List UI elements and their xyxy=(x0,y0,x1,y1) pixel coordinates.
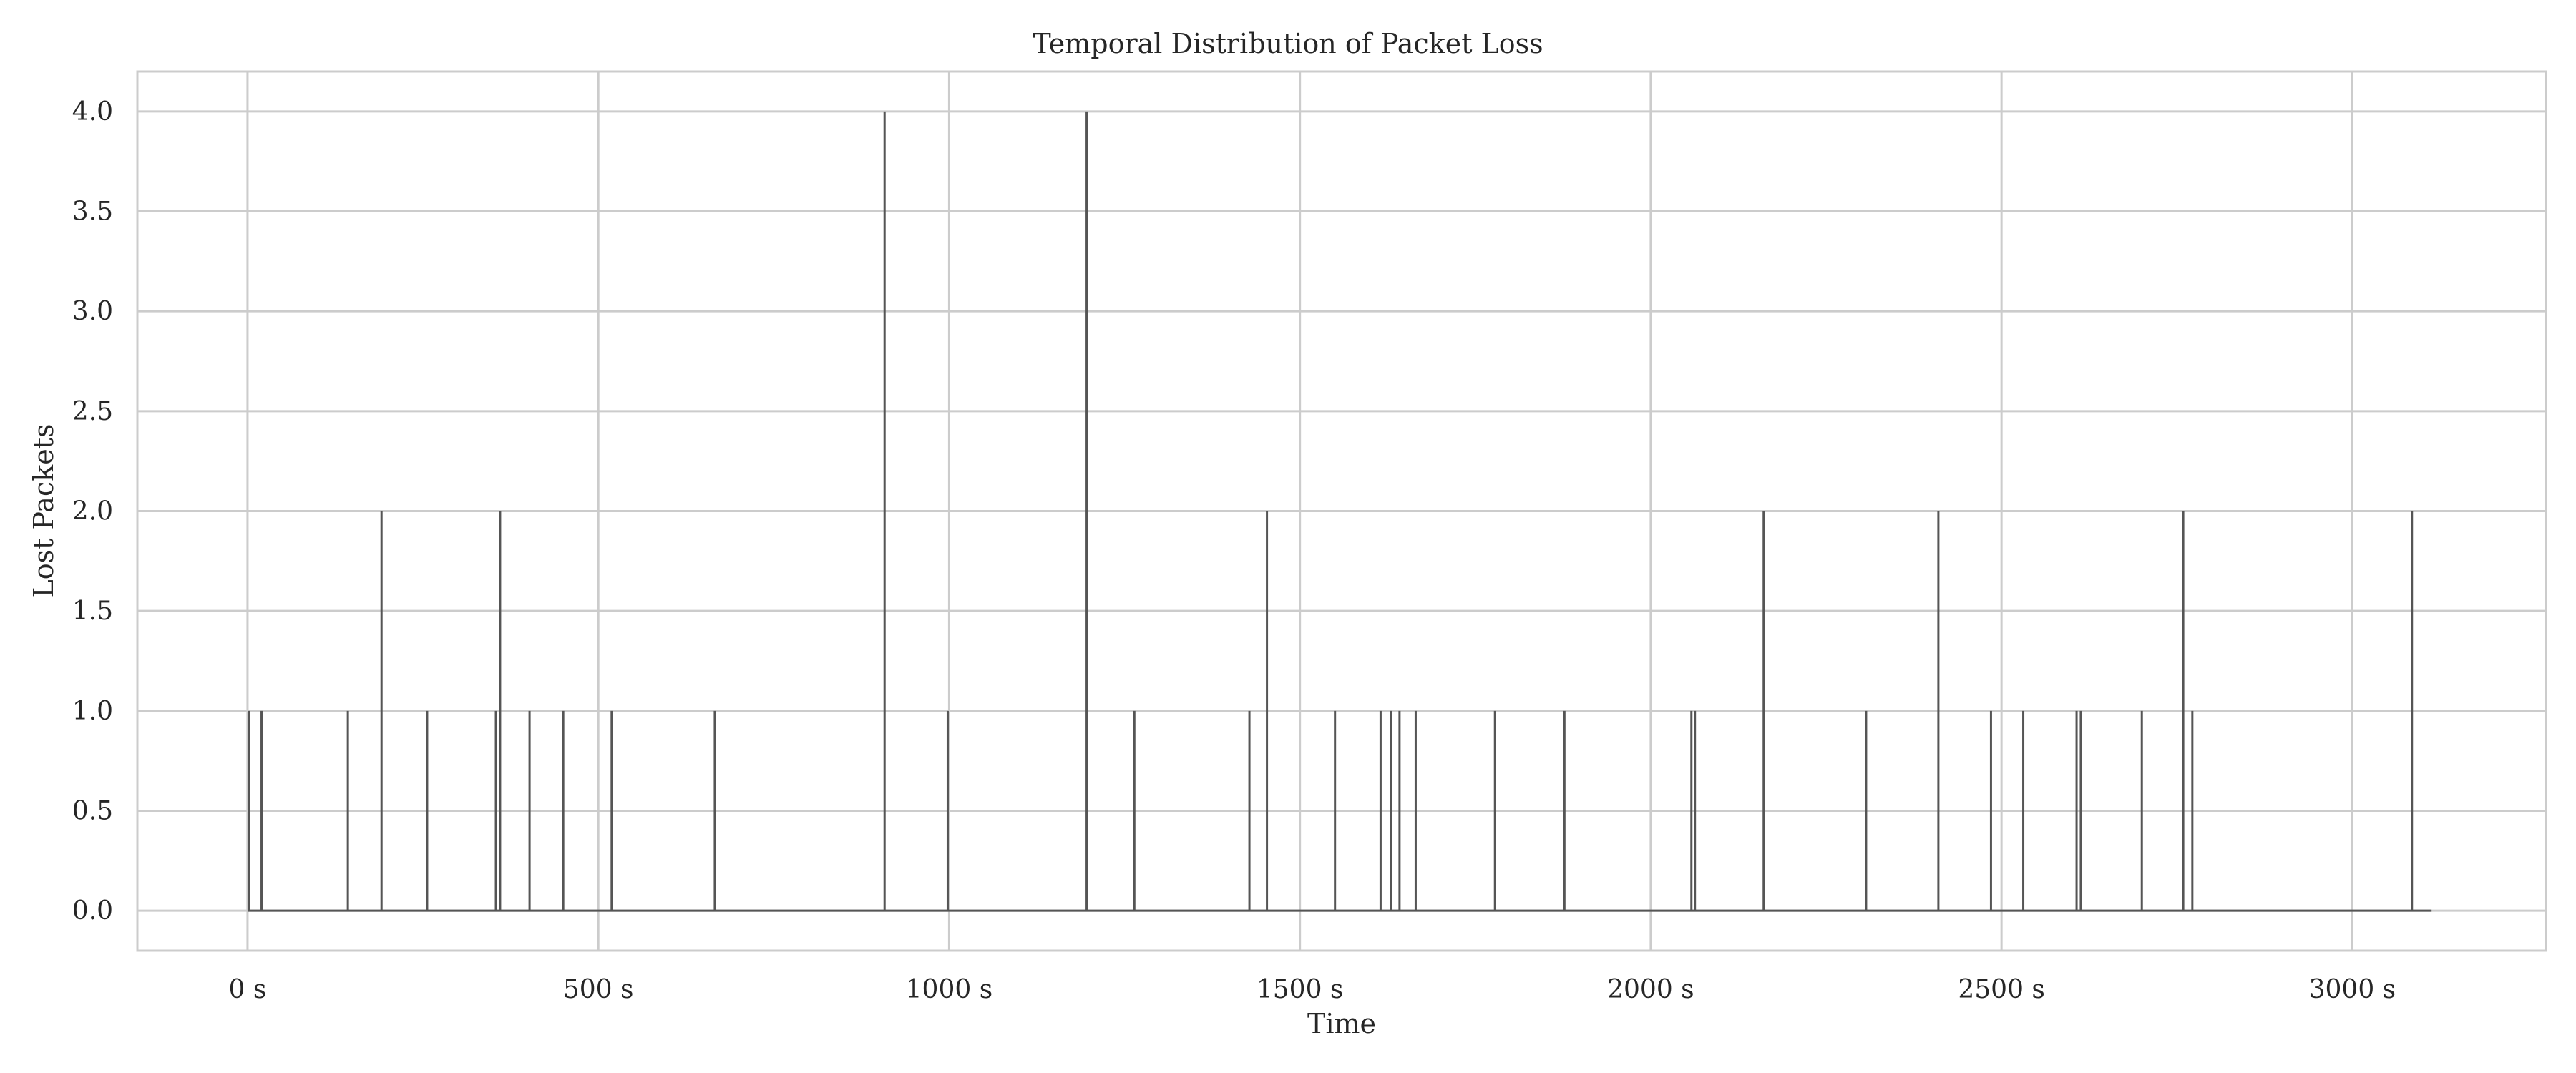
y-tick-label: 1.5 xyxy=(72,597,113,626)
x-tick-label: 0 s xyxy=(229,975,267,1004)
x-tick-label: 3000 s xyxy=(2309,975,2396,1004)
x-tick-label: 1000 s xyxy=(906,975,993,1004)
y-tick-label: 1.0 xyxy=(72,697,113,726)
x-tick-label: 2000 s xyxy=(1607,975,1694,1004)
x-tick-label: 1500 s xyxy=(1257,975,1344,1004)
grid-layer xyxy=(137,72,2546,951)
y-tick-label: 3.0 xyxy=(72,297,113,326)
y-tick-label: 0.0 xyxy=(72,896,113,926)
y-tick-label: 2.0 xyxy=(72,497,113,526)
y-tick-label: 4.0 xyxy=(72,97,113,127)
chart-title: Temporal Distribution of Packet Loss xyxy=(1033,28,1543,59)
y-tick-label: 3.5 xyxy=(72,197,113,227)
ticks-layer: 0.0 0.5 1.0 1.5 2.0 2.5 3.0 3.5 4.0 0 s 500 s 1000 … xyxy=(72,97,2396,1004)
y-axis-label: Lost Packets xyxy=(28,423,59,597)
x-axis-label: Time xyxy=(1307,1008,1376,1039)
y-tick-label: 0.5 xyxy=(72,796,113,825)
data-layer xyxy=(247,111,2432,912)
plot-frame xyxy=(136,70,2547,952)
x-tick-label: 500 s xyxy=(563,975,634,1004)
x-tick-label: 2500 s xyxy=(1958,975,2045,1004)
y-tick-label: 2.5 xyxy=(72,397,113,426)
